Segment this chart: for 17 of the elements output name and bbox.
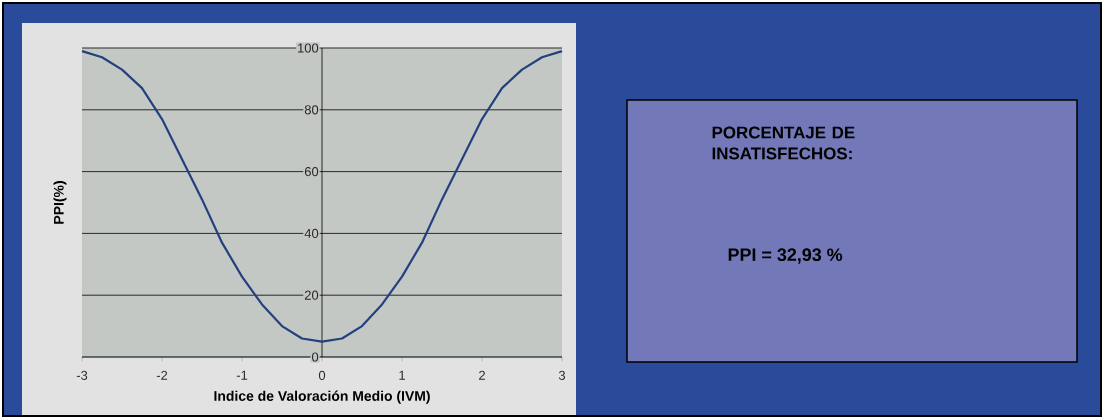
x-tick-label: -3 — [76, 370, 88, 380]
y-tick-label: 20 — [304, 290, 319, 300]
text: PORCENTAJE DE INSATISFECHOS: — [712, 126, 855, 160]
y-tick-label: 100 — [298, 43, 319, 53]
y-axis-title: PPI(%) — [53, 181, 67, 224]
y-tick-label: 40 — [304, 228, 319, 238]
x-tick-label: -2 — [156, 370, 168, 380]
y-tick-label: 60 — [304, 167, 319, 177]
text: PPI = 32,93 % — [728, 248, 843, 264]
x-axis-title: Indice de Valoración Medio (IVM) — [214, 390, 430, 404]
x-tick-label: -1 — [236, 370, 248, 380]
y-tick-label: 0 — [311, 352, 319, 362]
x-tick-label: 2 — [479, 370, 485, 380]
x-tick-label: 0 — [318, 370, 326, 380]
x-tick-label: 3 — [558, 370, 566, 380]
y-tick-label: 80 — [304, 105, 319, 115]
x-tick-label: 1 — [399, 370, 405, 380]
